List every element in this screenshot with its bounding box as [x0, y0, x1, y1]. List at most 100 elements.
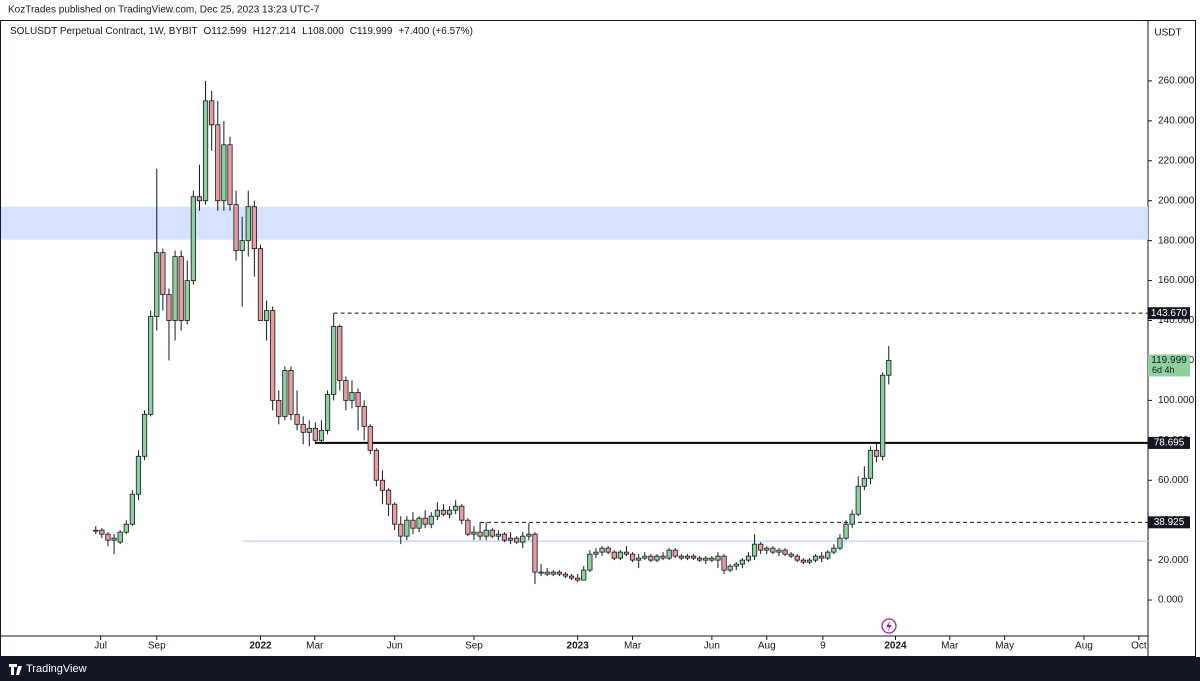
- candle-body: [446, 509, 453, 515]
- candle-body: [251, 206, 257, 250]
- candle-body: [709, 557, 715, 561]
- icon-bolt: [886, 621, 892, 631]
- candle-body: [568, 575, 575, 579]
- x-tick-label: Mar: [941, 641, 959, 652]
- candle-body: [270, 310, 276, 401]
- candle-body: [843, 523, 849, 539]
- candle-body: [324, 393, 331, 431]
- candle-body: [532, 533, 538, 573]
- x-tick-label: Sep: [148, 641, 166, 652]
- last-price-tag: [1148, 354, 1190, 377]
- candle-body: [440, 509, 447, 515]
- candle-body: [141, 413, 148, 457]
- y-tick-label: 240.000: [1158, 115, 1195, 126]
- x-tick-label: Jun: [704, 641, 720, 652]
- candle-body: [306, 427, 312, 433]
- x-tick-label: 2022: [249, 641, 272, 652]
- y-tick-label: 100.000: [1158, 395, 1195, 406]
- y-tick-label: 220.000: [1158, 155, 1195, 166]
- candle-body: [404, 519, 410, 537]
- candle-body: [233, 204, 239, 252]
- candle-body: [337, 326, 343, 381]
- candle-body: [782, 549, 788, 555]
- y-tick-label: 200.000: [1158, 195, 1195, 206]
- candle-body: [880, 374, 886, 457]
- candle-body: [245, 206, 251, 242]
- candle-body: [855, 485, 861, 515]
- candle-body: [312, 427, 318, 441]
- legend: SOLUSDT Perpetual Contract, 1W, BYBIT O11…: [10, 26, 473, 37]
- candle-body: [837, 537, 843, 549]
- y-tick-label: 60.000: [1158, 475, 1189, 486]
- candle-body: [148, 316, 154, 415]
- x-tick-label: Sep: [465, 641, 483, 652]
- candle-body: [538, 571, 544, 574]
- candle-body: [849, 513, 855, 525]
- candle-body: [507, 537, 514, 541]
- candle-body: [288, 370, 294, 415]
- candle-body: [166, 294, 172, 321]
- y-tick-label: 180.000: [1158, 235, 1195, 246]
- candle-body: [489, 529, 495, 537]
- candle-body: [867, 449, 874, 479]
- candle-body: [410, 519, 416, 529]
- level-tag: [1148, 307, 1190, 320]
- candle-body: [550, 571, 556, 575]
- x-tick-label: Oct: [1131, 641, 1147, 652]
- x-tick-label: Aug: [758, 641, 776, 652]
- y-tick-label: 140.000: [1158, 315, 1195, 326]
- x-tick-label: Jun: [387, 641, 403, 652]
- candle-body: [690, 555, 697, 559]
- candle-body: [160, 252, 166, 295]
- candle-body: [623, 551, 630, 555]
- chart-frame: [0, 20, 1196, 657]
- brand-logo: [9, 664, 22, 675]
- change: +7.400 (+6.57%): [398, 26, 473, 37]
- candle-body: [660, 555, 666, 559]
- candle-body: [739, 559, 745, 565]
- candle-body: [221, 144, 227, 202]
- candle-body: [703, 557, 709, 561]
- x-tick-label: 9: [820, 641, 826, 652]
- candle-body: [385, 489, 392, 505]
- candle-body: [666, 549, 672, 559]
- zone: [1, 206, 1148, 240]
- candle-body: [776, 549, 782, 553]
- candle-body: [483, 529, 489, 537]
- candle-body: [800, 559, 806, 563]
- candle-body: [453, 505, 459, 511]
- candle-body: [349, 391, 355, 401]
- close: C119.999: [350, 26, 393, 37]
- candle-body: [678, 555, 684, 559]
- candle-body: [684, 555, 691, 559]
- candle-body: [209, 100, 215, 126]
- candle-body: [721, 555, 727, 571]
- candle-body: [873, 449, 880, 457]
- open: O112.599: [204, 26, 248, 37]
- candle-body: [831, 547, 837, 553]
- candle-body: [605, 547, 611, 553]
- x-tick-label: 2024: [884, 641, 907, 652]
- candle-body: [806, 559, 813, 563]
- candle-body: [819, 555, 825, 559]
- candle-body: [581, 569, 587, 581]
- x-tick-label: May: [995, 641, 1014, 652]
- level-tag-label: 38.925: [1154, 517, 1185, 528]
- candle-body: [257, 248, 264, 321]
- brand: TradingView: [26, 663, 87, 675]
- candle-body: [575, 577, 581, 581]
- candle-body: [715, 555, 721, 561]
- candle-body: [105, 533, 111, 541]
- candle-body: [367, 425, 373, 451]
- candle-body: [599, 547, 605, 553]
- candle-body: [318, 429, 325, 441]
- candle-body: [190, 196, 196, 281]
- candle-body: [788, 553, 794, 557]
- candle-body: [282, 370, 288, 417]
- x-tick-label: Jul: [94, 641, 107, 652]
- candle-body: [727, 565, 733, 571]
- high: H127.214: [253, 26, 297, 37]
- candle-body: [636, 557, 642, 561]
